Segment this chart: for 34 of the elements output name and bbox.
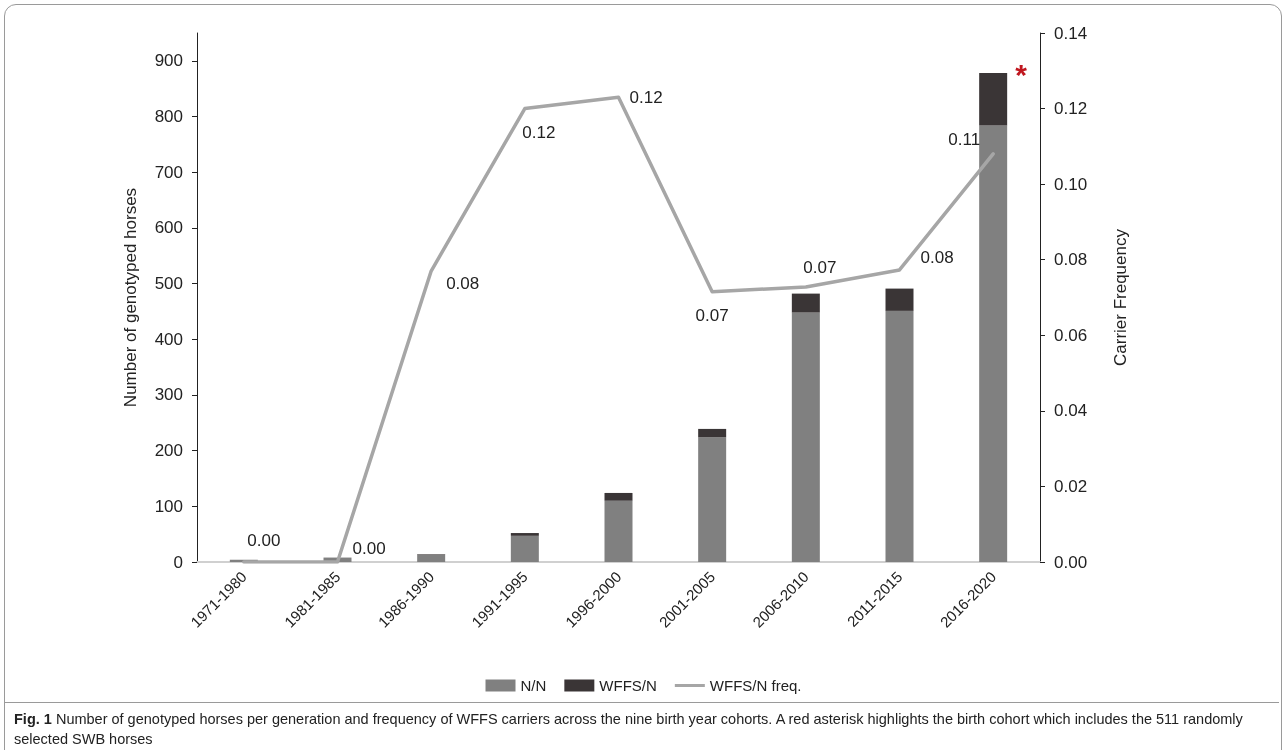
- legend-label: WFFS/N freq.: [709, 677, 802, 694]
- y2-tick-label: 0.14: [1054, 23, 1088, 43]
- data-label: 0.07: [695, 305, 729, 325]
- y-tick-label: 900: [154, 51, 183, 71]
- y-tick-label: 600: [154, 218, 183, 238]
- y-tick-label: 800: [154, 107, 183, 127]
- annotation: *: [1015, 57, 1028, 91]
- y2-axis-title: Carrier Frequency: [1111, 228, 1130, 366]
- data-label: 0.07: [803, 257, 837, 277]
- data-label: 0.08: [920, 248, 954, 268]
- y2-tick-label: 0.02: [1054, 476, 1088, 496]
- y-tick-label: 700: [154, 162, 183, 182]
- y2-tick-label: 0.08: [1054, 250, 1088, 270]
- data-label: 0.11: [948, 130, 981, 150]
- data-label: 0.00: [247, 531, 281, 550]
- y-tick-label: 500: [154, 274, 183, 294]
- y2-tick-label: 0.00: [1054, 552, 1088, 572]
- y2-tick-label: 0.06: [1054, 325, 1088, 345]
- data-label: 0.08: [446, 273, 480, 293]
- y-tick-label: 100: [154, 496, 183, 516]
- legend-label: N/N: [520, 677, 547, 694]
- y2-tick-label: 0.04: [1054, 401, 1088, 421]
- y-tick-label: 0: [173, 552, 183, 572]
- data-label: 0.12: [522, 122, 556, 142]
- y-tick-label: 200: [154, 441, 183, 461]
- data-label: 0.00: [352, 538, 386, 558]
- y2-tick-label: 0.10: [1054, 174, 1088, 194]
- legend-label: WFFS/N: [599, 677, 657, 694]
- caption: Fig. 1 Number of genotyped horses per generation and frequency of WFFS carriers across the nine birth year cohorts. A red asterisk highlights the birth cohort which includes the 511 randomly selected SWB horses: [14, 710, 1244, 749]
- y-tick-label: 400: [154, 329, 183, 349]
- y2-tick-label: 0.12: [1054, 99, 1088, 119]
- data-label: 0.12: [629, 87, 663, 107]
- y-axis-title: Number of genotyped horses: [121, 187, 140, 408]
- y-tick-label: 300: [154, 385, 183, 405]
